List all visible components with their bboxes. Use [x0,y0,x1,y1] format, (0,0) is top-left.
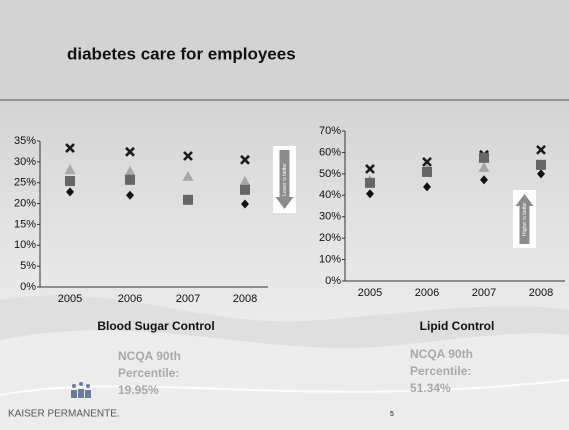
marker-x [125,146,135,157]
benchmark-text: 19.95% [118,383,159,397]
marker-x [422,156,432,167]
y-tick-label: 5% [20,260,36,272]
hint-text: Lower is better [282,163,288,196]
marker-diamond [66,187,74,197]
y-tick-label: 0% [20,281,36,293]
marker-diamond [241,199,249,209]
x-tick-label: 2005 [358,287,382,299]
marker-x [240,154,250,165]
slide-title: diabetes care for employees [67,44,296,63]
y-tick-label: 10% [14,239,36,251]
marker-square [65,176,75,187]
y-tick-label: 25% [14,177,36,189]
logo-icon [71,382,91,398]
x-tick-label: 2007 [176,293,200,305]
hint-arrow [515,194,534,244]
wave-line [0,379,569,396]
marker-x [183,151,193,161]
benchmark-text: NCQA 90th [118,349,181,363]
x-tick-label: 2006 [118,293,142,305]
benchmark-text: Percentile: [118,366,179,380]
marker-square [479,152,489,163]
marker-diamond [423,182,431,192]
x-tick-label: 2005 [58,293,82,305]
marker-diamond [537,169,545,179]
marker-diamond [126,190,134,200]
benchmark-text: 51.34% [410,381,451,395]
marker-triangle [182,170,194,181]
x-tick-label: 2007 [472,287,496,299]
marker-triangle [239,175,251,186]
x-tick-label: 2008 [233,293,257,305]
marker-square [183,194,193,205]
marker-x [536,144,546,155]
benchmark-text: NCQA 90th [410,347,473,361]
logo-text: KAISER PERMANENTE. [8,409,120,420]
marker-square [422,166,432,177]
marker-square [365,177,375,188]
y-tick-label: 10% [319,253,341,265]
x-tick-label: 2006 [415,287,439,299]
y-tick-label: 30% [14,156,36,168]
y-tick-label: 15% [14,218,36,230]
marker-square [240,184,250,195]
marker-diamond [366,189,374,199]
wave [0,330,569,430]
benchmark-text: Percentile: [410,364,471,378]
y-tick-label: 20% [14,197,36,209]
hint-arrow [275,150,294,209]
marker-diamond [480,175,488,185]
y-tick-label: 30% [319,211,341,223]
y-tick-label: 50% [319,168,341,180]
chart-caption: Blood Sugar Control [97,319,214,333]
marker-triangle [124,165,136,176]
header-band [0,0,569,100]
y-tick-label: 40% [319,189,341,201]
hint-text: Higher is better [522,202,528,236]
chart-caption: Lipid Control [420,319,495,333]
page-number: 5 [390,411,394,418]
x-tick-label: 2008 [529,287,553,299]
marker-x [365,164,375,174]
marker-square [125,174,135,185]
y-tick-label: 20% [319,232,341,244]
marker-triangle [478,161,490,172]
marker-triangle [64,164,76,175]
y-tick-label: 0% [325,275,341,287]
marker-square [536,159,546,170]
marker-x [65,143,75,154]
y-tick-label: 70% [319,125,341,137]
y-tick-label: 35% [14,135,36,147]
y-tick-label: 60% [319,146,341,158]
